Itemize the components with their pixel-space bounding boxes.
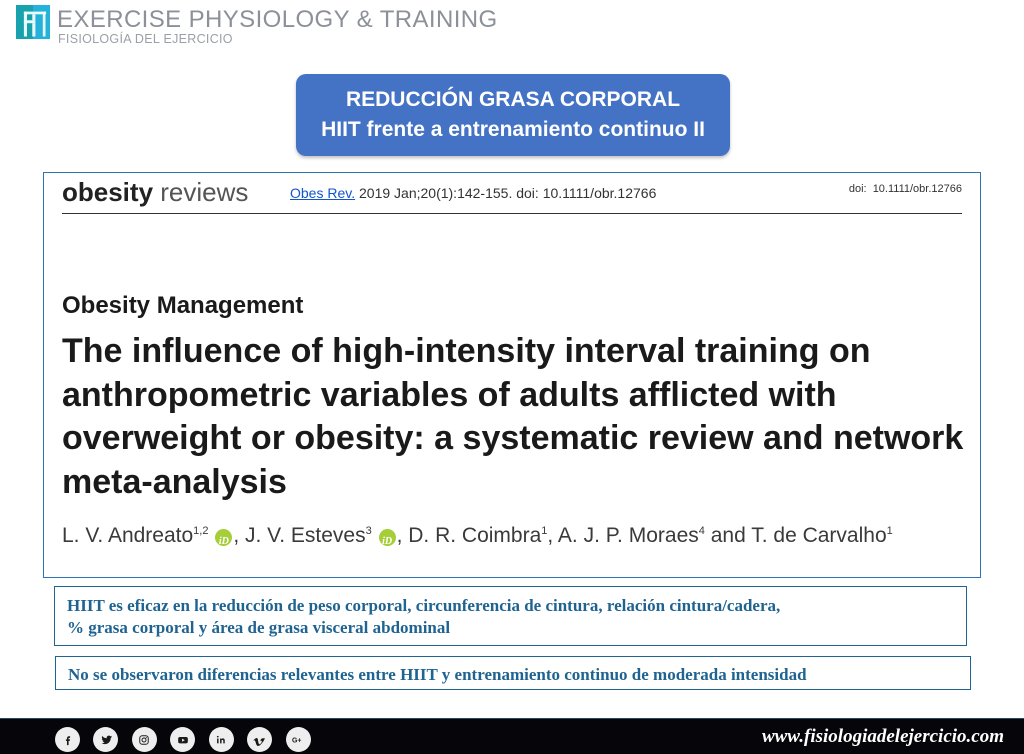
svg-text:G+: G+ [292, 737, 301, 744]
